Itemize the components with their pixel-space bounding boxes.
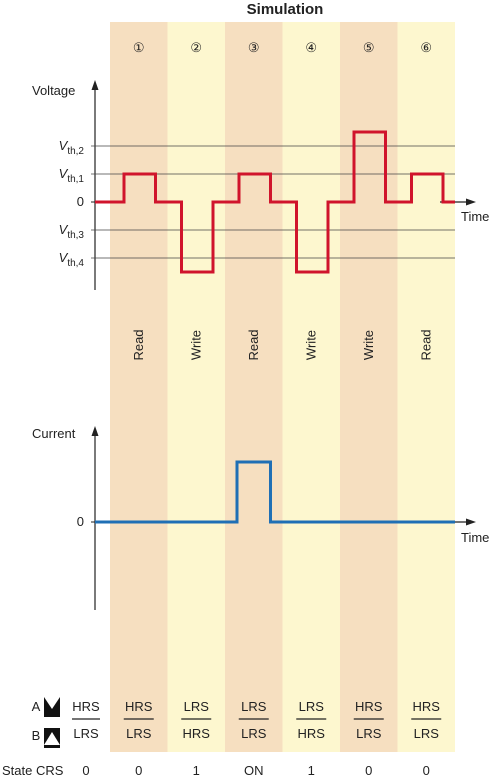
current-axis-label: Current	[32, 426, 76, 441]
step-5-top-state: HRS	[355, 699, 383, 714]
state-table: AB HRS LRS HRS LRS 0 LRS HRS 1 LRS LRS ON LRS HRS 1 HRS…	[2, 697, 442, 778]
step-3-top-state: LRS	[241, 699, 267, 714]
operation-label-4: Write	[303, 330, 318, 360]
threshold-label-vth4: Vth,4	[59, 250, 85, 269]
voltage-axis-arrow	[91, 80, 99, 90]
step-6-crs-state: 0	[423, 763, 430, 778]
voltage-time-label: Time	[461, 209, 489, 224]
state-crs-label: State CRS	[2, 763, 64, 778]
step-column-4	[282, 22, 340, 752]
step-column-3	[225, 22, 283, 752]
diagram-title: Simulation	[247, 1, 324, 18]
step-number-5: ⑤	[363, 40, 375, 55]
step-2-top-state: LRS	[184, 699, 210, 714]
step-columns: ① ② ③ ④ ⑤ ⑥	[110, 22, 455, 752]
step-1-bottom-state: LRS	[126, 726, 152, 741]
step-6-top-state: HRS	[413, 699, 441, 714]
voltage-axis-label: Voltage	[32, 83, 75, 98]
device-a-label: A	[32, 699, 41, 714]
operation-label-6: Read	[418, 329, 433, 360]
current-zero-label: 0	[77, 514, 84, 529]
initial-top-state: HRS	[72, 699, 100, 714]
device-b-label: B	[32, 728, 41, 743]
device-b-icon-mark	[44, 732, 60, 745]
threshold-label-vth1: Vth,1	[59, 166, 85, 185]
step-3-crs-state: ON	[244, 763, 264, 778]
step-4-top-state: LRS	[299, 699, 325, 714]
step-number-6: ⑥	[420, 40, 432, 55]
current-axis-arrow	[91, 426, 99, 436]
operation-label-1: Read	[131, 329, 146, 360]
step-4-crs-state: 1	[308, 763, 315, 778]
device-a-icon-mark	[44, 697, 60, 709]
step-column-6	[397, 22, 455, 752]
voltage-zero-label: 0	[77, 194, 84, 209]
voltage-time-arrow	[466, 198, 476, 206]
operation-label-5: Write	[361, 330, 376, 360]
voltage-panel: Voltage Vth,2 Vth,1 Vth,3 Vth,4 0 Time	[32, 80, 489, 290]
step-2-bottom-state: HRS	[183, 726, 211, 741]
step-5-crs-state: 0	[365, 763, 372, 778]
step-number-1: ①	[133, 40, 145, 55]
step-column-5	[340, 22, 398, 752]
current-panel: Current 0 Time	[32, 426, 489, 610]
threshold-label-vth2: Vth,2	[59, 138, 85, 157]
step-1-top-state: HRS	[125, 699, 153, 714]
operation-label-3: Read	[246, 329, 261, 360]
step-number-3: ③	[248, 40, 260, 55]
step-column-2	[167, 22, 225, 752]
initial-crs-state: 0	[82, 763, 89, 778]
step-2-crs-state: 1	[193, 763, 200, 778]
initial-bottom-state: LRS	[73, 726, 99, 741]
current-time-label: Time	[461, 530, 489, 545]
step-6-bottom-state: LRS	[414, 726, 440, 741]
step-3-bottom-state: LRS	[241, 726, 267, 741]
step-column-1	[110, 22, 168, 752]
step-5-bottom-state: LRS	[356, 726, 382, 741]
step-4-bottom-state: HRS	[298, 726, 326, 741]
operation-labels: Read Write Read Write Write Read	[131, 329, 434, 360]
step-number-2: ②	[190, 40, 202, 55]
step-number-4: ④	[305, 40, 317, 55]
current-trace	[95, 460, 455, 524]
step-1-crs-state: 0	[135, 763, 142, 778]
threshold-label-vth3: Vth,3	[59, 222, 85, 241]
voltage-trace	[95, 130, 455, 274]
current-time-arrow	[466, 518, 476, 526]
operation-label-2: Write	[188, 330, 203, 360]
